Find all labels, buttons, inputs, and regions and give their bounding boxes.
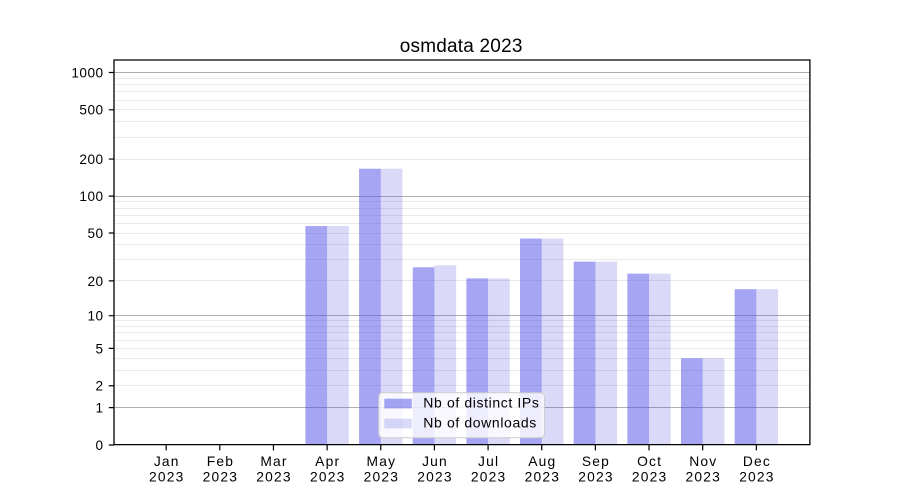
svg-text:Nb of distinct IPs: Nb of distinct IPs xyxy=(423,394,539,410)
svg-text:Nov: Nov xyxy=(689,454,717,469)
svg-text:osmdata 2023: osmdata 2023 xyxy=(400,36,523,57)
svg-text:2023: 2023 xyxy=(739,469,775,484)
svg-text:2023: 2023 xyxy=(310,469,346,484)
svg-text:Jun: Jun xyxy=(422,454,448,469)
svg-text:Aug: Aug xyxy=(528,454,556,469)
svg-text:5: 5 xyxy=(96,341,104,356)
svg-text:Jan: Jan xyxy=(154,454,180,469)
svg-text:2023: 2023 xyxy=(471,469,507,484)
svg-text:20: 20 xyxy=(87,274,103,289)
svg-text:2023: 2023 xyxy=(417,469,453,484)
svg-text:2023: 2023 xyxy=(578,469,614,484)
svg-text:500: 500 xyxy=(79,103,103,118)
svg-text:2: 2 xyxy=(96,379,104,394)
svg-text:50: 50 xyxy=(87,226,103,241)
svg-text:2023: 2023 xyxy=(364,469,400,484)
svg-text:2023: 2023 xyxy=(632,469,668,484)
svg-text:Dec: Dec xyxy=(743,454,771,469)
svg-text:1000: 1000 xyxy=(71,65,103,80)
svg-text:0: 0 xyxy=(96,438,104,453)
svg-text:100: 100 xyxy=(79,189,103,204)
svg-text:2023: 2023 xyxy=(203,469,239,484)
svg-text:Sep: Sep xyxy=(582,454,610,469)
svg-text:Oct: Oct xyxy=(637,454,662,469)
svg-text:2023: 2023 xyxy=(525,469,561,484)
svg-text:Mar: Mar xyxy=(260,454,287,469)
svg-text:Apr: Apr xyxy=(315,454,340,469)
svg-text:May: May xyxy=(367,454,397,469)
svg-text:2023: 2023 xyxy=(149,469,185,484)
svg-text:Feb: Feb xyxy=(207,454,234,469)
svg-text:200: 200 xyxy=(79,152,103,167)
svg-text:Nb of downloads: Nb of downloads xyxy=(423,414,537,430)
svg-text:2023: 2023 xyxy=(256,469,292,484)
svg-text:1: 1 xyxy=(96,401,104,416)
svg-text:Jul: Jul xyxy=(478,454,499,469)
svg-text:2023: 2023 xyxy=(686,469,722,484)
svg-text:10: 10 xyxy=(87,309,103,324)
